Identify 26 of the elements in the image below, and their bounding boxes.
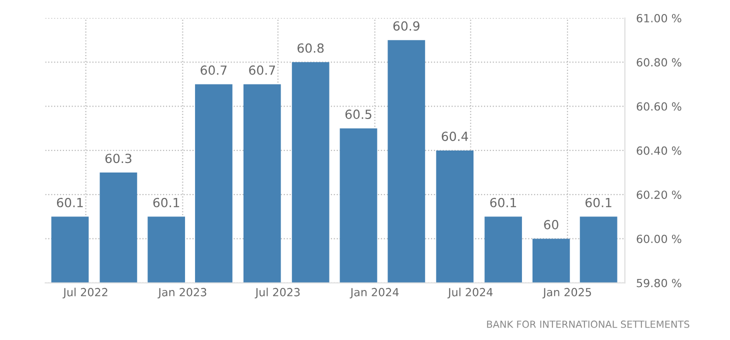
x-tick-label: Jul 2023 <box>254 288 300 298</box>
y-tick-label: 60.60 % <box>636 102 682 111</box>
data-label: 60.3 <box>105 154 132 164</box>
data-label: 60.4 <box>442 132 468 142</box>
y-tick-label: 60.00 % <box>636 234 682 244</box>
data-label: 60.1 <box>490 198 516 208</box>
data-label: 60.1 <box>56 198 83 208</box>
data-label: 60.1 <box>586 198 612 208</box>
x-tick-label: Jul 2024 <box>447 288 493 298</box>
y-tick-label: 60.40 % <box>636 146 682 155</box>
x-tick-label: Jan 2025 <box>542 288 591 298</box>
y-tick-label: 60.80 % <box>636 58 682 67</box>
data-label: 60.7 <box>249 65 276 75</box>
x-tick-label: Jul 2022 <box>62 288 108 298</box>
data-label: 60.9 <box>393 21 420 31</box>
x-tick-label: Jan 2024 <box>350 288 399 298</box>
data-label: 60 <box>544 220 558 230</box>
y-tick-label: 61.00 % <box>636 14 682 22</box>
data-label: 60.7 <box>200 65 227 75</box>
data-label: 60.5 <box>345 110 372 120</box>
text: BANK FOR INTERNATIONAL SETTLEMENTS <box>487 320 690 328</box>
data-label: 60.8 <box>298 43 324 53</box>
data-label: 60.1 <box>153 198 180 208</box>
y-tick-label: 59.80 % <box>636 278 682 288</box>
x-tick-label: Jan 2023 <box>158 288 206 298</box>
y-tick-label: 60.20 % <box>636 190 682 199</box>
